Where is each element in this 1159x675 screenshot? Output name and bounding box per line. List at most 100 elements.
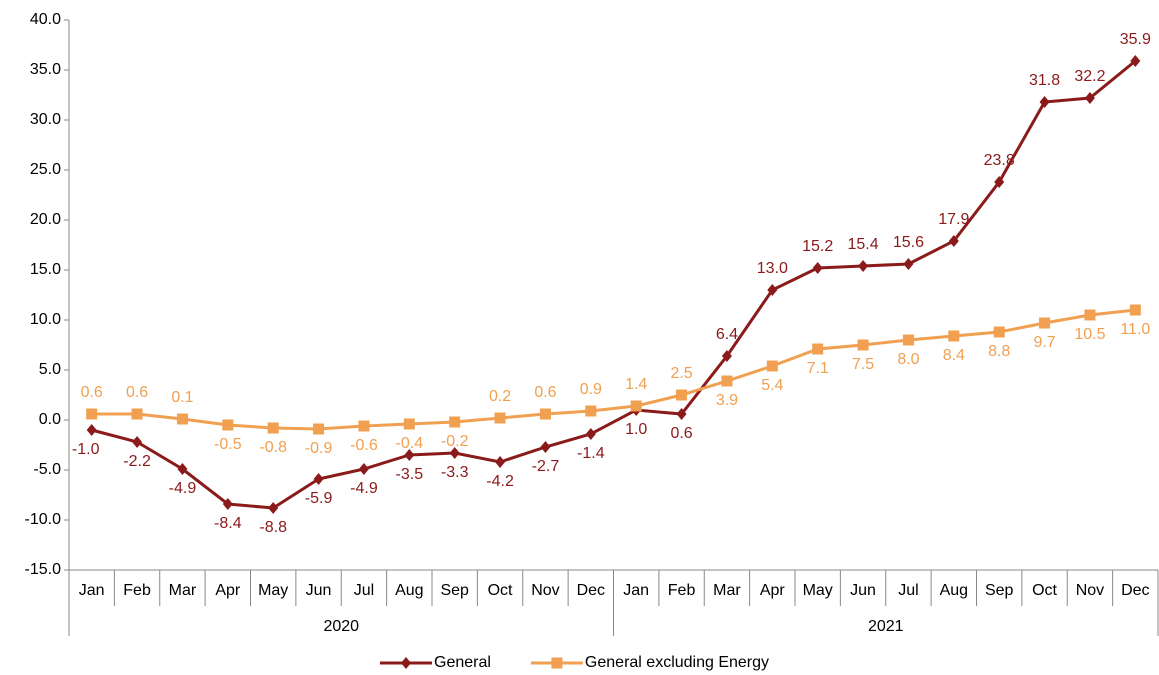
data-label: 2.5 bbox=[670, 365, 692, 382]
x-tick-label: May bbox=[803, 582, 833, 599]
data-label: -4.9 bbox=[169, 480, 197, 497]
data-point bbox=[268, 502, 279, 514]
data-point bbox=[630, 400, 642, 412]
x-tick-label: Jun bbox=[850, 582, 876, 599]
data-point bbox=[857, 339, 869, 351]
data-label: -0.5 bbox=[214, 436, 242, 453]
data-point bbox=[132, 436, 143, 448]
data-point bbox=[177, 463, 188, 475]
data-label: 6.4 bbox=[716, 326, 738, 343]
data-point bbox=[585, 405, 597, 417]
data-label: 1.0 bbox=[625, 421, 647, 438]
x-tick-label: Sep bbox=[985, 582, 1014, 599]
data-point bbox=[903, 258, 914, 270]
data-label: -2.2 bbox=[123, 453, 151, 470]
data-label: -8.8 bbox=[259, 519, 287, 536]
data-label: 17.9 bbox=[938, 211, 969, 228]
data-point bbox=[948, 330, 960, 342]
data-label: 11.0 bbox=[1120, 321, 1150, 338]
y-tick-label: 10.0 bbox=[30, 311, 61, 328]
legend-label: General excluding Energy bbox=[585, 654, 769, 671]
data-label: 0.6 bbox=[81, 384, 103, 401]
data-label: -4.9 bbox=[350, 480, 378, 497]
data-label: -0.8 bbox=[259, 439, 287, 456]
data-label: 10.5 bbox=[1074, 326, 1105, 343]
x-tick-label: Nov bbox=[531, 582, 559, 599]
data-point bbox=[404, 449, 415, 461]
x-tick-label: Mar bbox=[713, 582, 741, 599]
x-tick-label: Jan bbox=[79, 582, 105, 599]
series-line bbox=[91, 308, 1136, 431]
data-label: -0.6 bbox=[350, 437, 378, 454]
data-label: 3.9 bbox=[716, 392, 738, 409]
data-point bbox=[176, 413, 188, 425]
data-label: 0.9 bbox=[580, 381, 602, 398]
data-point bbox=[403, 418, 415, 430]
data-label: 0.6 bbox=[534, 384, 556, 401]
data-point bbox=[1084, 309, 1096, 321]
year-label: 2021 bbox=[868, 618, 904, 635]
data-point bbox=[86, 424, 97, 436]
year-label: 2020 bbox=[323, 618, 359, 635]
data-label: -8.4 bbox=[214, 515, 242, 532]
data-point bbox=[721, 350, 732, 362]
legend-label: General bbox=[434, 654, 491, 671]
data-point bbox=[358, 420, 370, 432]
data-point bbox=[358, 463, 369, 475]
data-point bbox=[902, 334, 914, 346]
data-label: 9.7 bbox=[1033, 334, 1055, 351]
data-point bbox=[449, 416, 461, 428]
x-tick-label: Aug bbox=[940, 582, 968, 599]
data-point bbox=[1039, 317, 1051, 329]
data-label: 15.4 bbox=[847, 236, 878, 253]
x-tick-label: Oct bbox=[488, 582, 513, 599]
data-point bbox=[449, 447, 460, 459]
y-tick-label: 20.0 bbox=[30, 211, 61, 228]
y-tick-label: 15.0 bbox=[30, 261, 61, 278]
data-point bbox=[585, 428, 596, 440]
legend-marker bbox=[551, 657, 563, 669]
data-point bbox=[222, 498, 233, 510]
y-tick-label: -15.0 bbox=[25, 561, 62, 578]
data-point bbox=[767, 284, 778, 296]
data-point bbox=[948, 235, 959, 247]
data-label: 15.2 bbox=[802, 238, 833, 255]
x-tick-label: Feb bbox=[668, 582, 696, 599]
y-tick-label: -5.0 bbox=[33, 461, 61, 478]
data-point bbox=[539, 408, 551, 420]
data-label: -1.4 bbox=[577, 445, 605, 462]
x-tick-label: Jun bbox=[306, 582, 332, 599]
data-label: 15.6 bbox=[893, 234, 924, 251]
data-label: -0.9 bbox=[305, 440, 333, 457]
data-label: -0.4 bbox=[396, 435, 424, 452]
x-tick-label: Jan bbox=[623, 582, 649, 599]
data-point bbox=[812, 343, 824, 355]
data-label: -1.0 bbox=[72, 441, 100, 458]
data-point bbox=[313, 473, 324, 485]
x-tick-label: Jul bbox=[898, 582, 918, 599]
data-label: -2.7 bbox=[532, 458, 560, 475]
data-point bbox=[1039, 96, 1050, 108]
data-point bbox=[495, 456, 506, 468]
series-line bbox=[91, 59, 1137, 510]
data-point bbox=[812, 262, 823, 274]
data-label: 8.4 bbox=[943, 347, 965, 364]
data-label: 5.4 bbox=[761, 377, 783, 394]
data-point bbox=[131, 408, 143, 420]
x-tick-label: Apr bbox=[215, 582, 241, 599]
data-label: 0.2 bbox=[489, 388, 511, 405]
data-label: -0.2 bbox=[441, 433, 469, 450]
data-label: 0.1 bbox=[171, 389, 193, 406]
x-tick-label: May bbox=[258, 582, 288, 599]
x-tick-label: Nov bbox=[1076, 582, 1104, 599]
data-point bbox=[993, 326, 1005, 338]
x-tick-label: Oct bbox=[1032, 582, 1057, 599]
data-label: 7.1 bbox=[807, 360, 829, 377]
data-point bbox=[858, 260, 869, 272]
data-label: -3.3 bbox=[441, 464, 469, 481]
y-tick-label: 25.0 bbox=[30, 161, 61, 178]
data-point bbox=[676, 408, 687, 420]
y-tick-label: 30.0 bbox=[30, 111, 61, 128]
y-tick-label: 5.0 bbox=[39, 361, 61, 378]
data-point bbox=[540, 441, 551, 453]
